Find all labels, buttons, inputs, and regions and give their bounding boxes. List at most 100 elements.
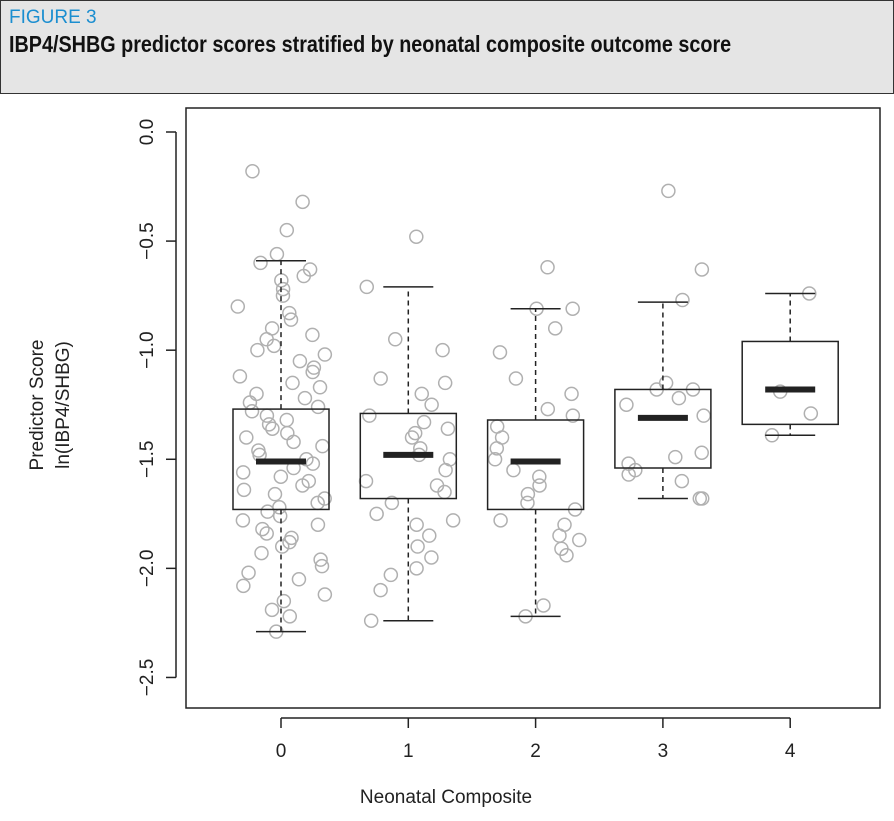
plot-frame — [185, 107, 881, 709]
data-point — [292, 353, 308, 369]
data-point — [274, 539, 290, 554]
data-point — [362, 408, 377, 423]
box — [232, 408, 330, 511]
data-point — [564, 386, 579, 402]
data-point — [305, 327, 320, 343]
data-point — [236, 578, 251, 594]
data-point — [310, 517, 326, 532]
data-point — [235, 513, 251, 528]
data-point — [373, 582, 388, 598]
data-point — [236, 482, 252, 498]
data-point — [244, 404, 260, 419]
data-point — [255, 521, 270, 537]
data-point — [552, 528, 567, 543]
box — [486, 419, 585, 511]
data-point — [363, 613, 379, 628]
data-point — [312, 380, 328, 395]
data-point — [540, 401, 556, 417]
data-point — [540, 260, 555, 275]
data-point — [520, 486, 536, 502]
data-point — [694, 445, 709, 460]
data-point — [696, 408, 711, 423]
data-point — [520, 495, 535, 511]
data-point — [536, 598, 551, 613]
box — [359, 412, 458, 500]
data-point — [508, 371, 524, 386]
data-point — [506, 462, 521, 478]
box — [614, 388, 712, 469]
data-point — [275, 288, 291, 303]
data-point — [235, 465, 251, 480]
data-point — [388, 332, 403, 347]
data-point — [422, 528, 437, 543]
data-point — [572, 532, 587, 548]
data-point — [242, 395, 258, 410]
data-point — [241, 565, 256, 580]
data-point — [232, 369, 248, 384]
data-point — [310, 399, 326, 415]
data-point — [230, 299, 246, 314]
data-point — [493, 513, 508, 528]
data-point — [254, 545, 269, 561]
data-point — [404, 430, 420, 445]
data-point — [668, 449, 683, 465]
data-point — [440, 421, 456, 436]
data-point — [435, 342, 450, 358]
data-point — [565, 301, 580, 316]
data-point — [249, 386, 264, 402]
data-point — [373, 371, 388, 386]
x-axis-label: Neonatal Composite — [360, 787, 532, 808]
y-tick-label: −0.5 — [137, 222, 158, 260]
data-point — [803, 406, 819, 421]
box — [741, 340, 839, 426]
data-point — [259, 526, 274, 541]
data-point — [264, 602, 280, 618]
data-point — [359, 279, 375, 295]
data-point — [280, 425, 295, 441]
data-point — [305, 364, 320, 380]
data-point — [409, 561, 424, 576]
x-tick-label: 2 — [530, 741, 541, 762]
data-point — [565, 408, 581, 423]
header: FIGURE 3 IBP4/SHBG predictor scores stra… — [0, 0, 894, 94]
data-point — [409, 517, 424, 532]
data-point — [674, 473, 690, 489]
data-point — [671, 390, 687, 406]
y-tick-label: −2.0 — [137, 550, 158, 588]
data-point — [424, 550, 439, 565]
data-point — [273, 469, 289, 484]
data-point — [291, 572, 307, 587]
data-point — [313, 552, 328, 567]
data-point — [369, 506, 384, 522]
data-point — [265, 421, 280, 436]
data-point — [296, 268, 312, 284]
data-point — [661, 183, 676, 199]
data-point — [267, 486, 283, 502]
data-point — [279, 222, 295, 238]
data-point — [285, 375, 300, 391]
data-point — [694, 491, 710, 506]
data-point — [317, 347, 333, 362]
data-point — [410, 539, 425, 554]
data-point — [259, 408, 275, 423]
data-point — [424, 397, 439, 412]
data-point — [619, 397, 634, 412]
data-point — [245, 164, 260, 179]
data-point — [282, 609, 298, 624]
data-point — [358, 473, 374, 489]
data-point — [272, 508, 288, 524]
x-tick-label: 4 — [785, 741, 796, 762]
data-point — [286, 434, 301, 450]
data-point — [416, 414, 432, 430]
data-point — [295, 194, 310, 210]
data-point — [532, 469, 547, 484]
y-tick-label: −2.5 — [137, 659, 158, 697]
y-axis-label: Predictor Score — [27, 340, 48, 471]
x-tick-label: 3 — [658, 741, 669, 762]
data-point — [261, 417, 277, 432]
data-point — [276, 593, 292, 609]
figure-label: FIGURE 3 — [9, 7, 97, 28]
data-point — [282, 534, 297, 550]
data-point — [492, 345, 508, 360]
